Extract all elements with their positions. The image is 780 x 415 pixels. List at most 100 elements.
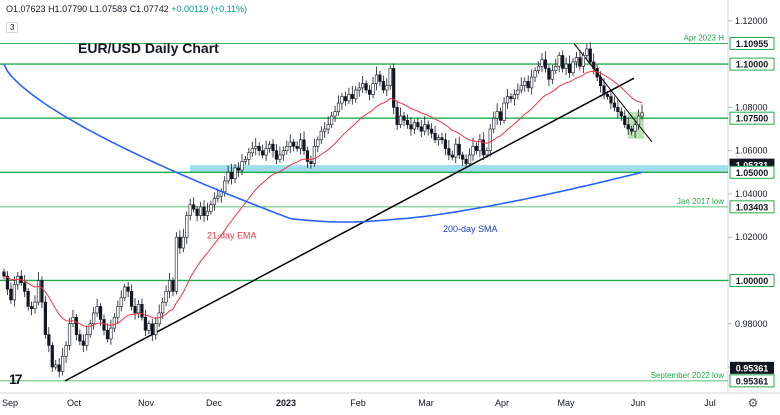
x-tick-label: May [557,398,575,408]
candle [161,301,165,314]
x-tick-label: Jul [704,398,716,408]
candle [454,143,458,158]
candle [105,329,110,340]
candle [323,128,327,132]
candle [588,48,592,63]
y-tick-label: 1.08000 [735,102,768,112]
candle [5,275,10,290]
price-badge: 1.10000 [729,57,775,71]
candle [619,111,623,117]
y-tick-label: 1.06000 [735,146,768,156]
candle [547,68,551,80]
candle [181,236,185,249]
y-tick-label: 0.98000 [735,319,768,329]
candle [512,94,516,100]
candle [640,112,644,117]
candle [426,124,430,130]
candle [298,139,303,149]
price-badge-label: 0.95361 [736,376,769,386]
candle [354,89,358,100]
candle [333,111,337,117]
candle [36,280,41,303]
candle [616,107,620,113]
x-tick-label: Feb [350,398,366,408]
candle [250,148,254,154]
candle [464,159,468,164]
price-badge-box [729,273,775,287]
candle [126,286,130,292]
candle [33,301,37,309]
candle [147,323,151,331]
candle [443,139,448,149]
ohlc-low: L1.07583 [89,4,128,14]
candle [40,280,44,303]
candle [540,59,544,67]
candle [543,59,548,69]
candle [50,345,54,368]
support-zone [190,165,728,173]
candle [271,143,275,151]
price-badge-label: 1.05331 [736,161,769,171]
tradingview-logo-icon: 17 [9,371,23,387]
price-badge-box [729,57,775,71]
candle [119,297,123,307]
candle [226,171,230,182]
candle [533,70,537,78]
candle [357,87,361,91]
candle [23,282,27,292]
uptrend-line [64,77,635,382]
candle [630,128,634,132]
candle [202,206,206,216]
candle [267,143,272,149]
candle [185,215,189,238]
candle [281,150,285,156]
indicator-count-badge[interactable]: 3 [6,22,19,33]
price-badge-label: 1.05000 [736,168,769,178]
x-tick-label: Sep [2,398,18,408]
candle [212,197,216,206]
candle [398,115,403,125]
candle [636,115,641,125]
ema-line [3,70,643,328]
candle [254,146,258,149]
gear-icon[interactable]: ⚙ [747,396,759,410]
candle [633,124,637,132]
candle [88,323,92,335]
candle [605,94,610,97]
candle [188,204,192,216]
candle [74,316,79,335]
price-badge-label: 1.00000 [736,276,769,286]
candle [388,68,392,87]
candle [340,96,344,104]
x-tick-label: Mar [418,398,434,408]
candle [233,167,237,180]
candle [495,111,499,119]
candle [350,94,354,100]
candle [133,306,137,314]
x-tick-label: Jun [631,398,646,408]
candle [567,63,572,74]
ohlc-high: H1.07790 [48,4,88,14]
candle [385,85,389,91]
candle [523,81,527,87]
candle [112,316,116,329]
candle [247,152,251,160]
candle [402,115,406,121]
last-price-label: 0.95361 [736,363,769,373]
candle [343,96,348,102]
price-badge-box [729,374,775,388]
candle [395,107,399,125]
candle [47,334,51,346]
candle [416,122,420,128]
candle [550,70,554,80]
candle [295,146,299,149]
sma-label: 200-day SMA [443,224,498,234]
candle [109,327,113,340]
candle [171,280,175,292]
candle [450,154,454,158]
candle [81,340,85,346]
candle [516,89,520,95]
y-tick-label: 1.04000 [735,189,768,199]
candle [67,323,72,346]
